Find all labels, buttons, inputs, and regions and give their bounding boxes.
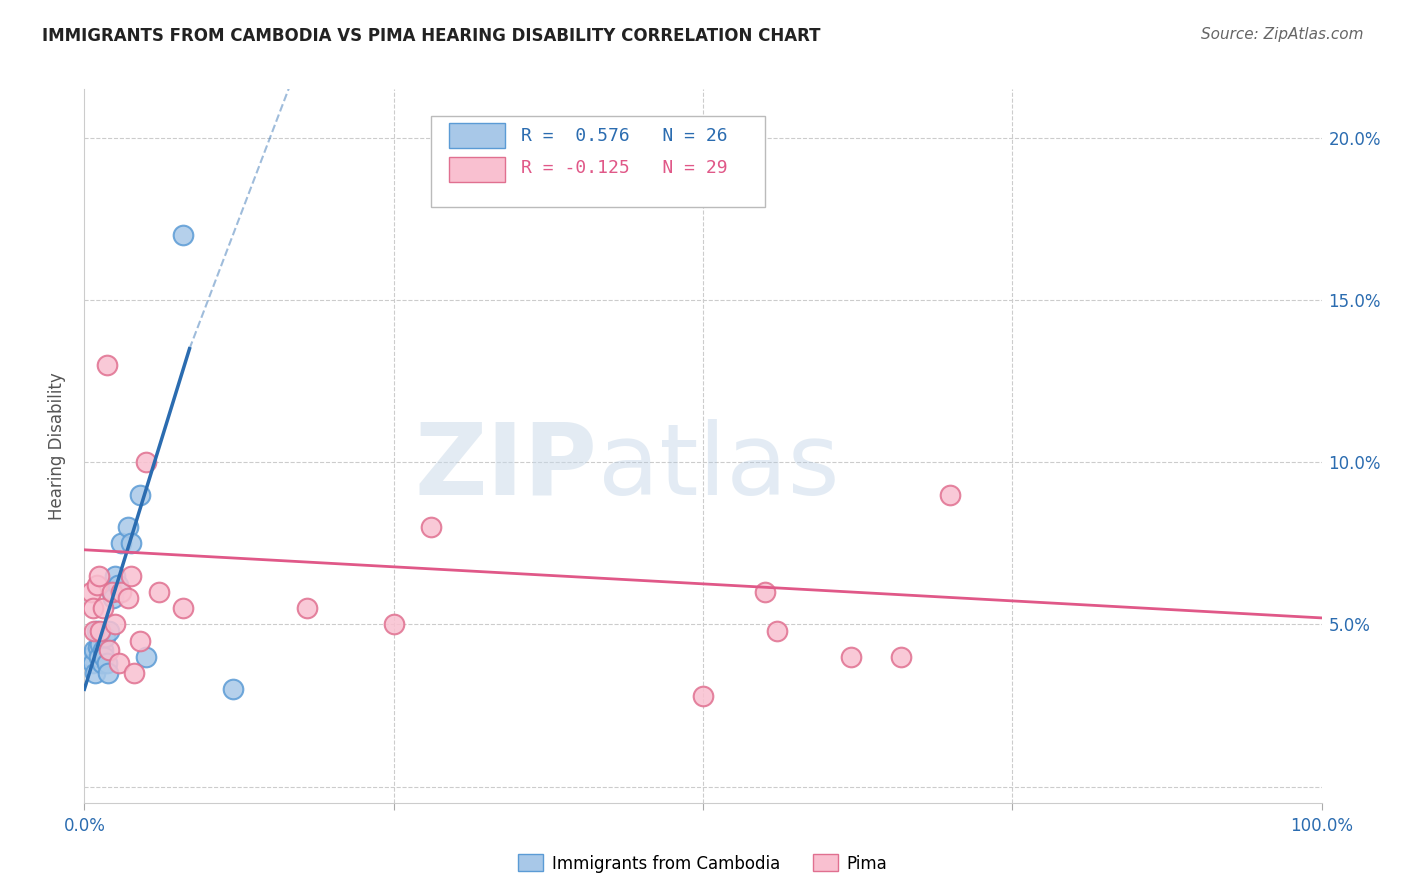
Point bbox=[295, 601, 318, 615]
Point bbox=[172, 601, 194, 615]
Text: IMMIGRANTS FROM CAMBODIA VS PIMA HEARING DISABILITY CORRELATION CHART: IMMIGRANTS FROM CAMBODIA VS PIMA HEARING… bbox=[42, 27, 821, 45]
FancyBboxPatch shape bbox=[430, 116, 765, 207]
Point bbox=[86, 624, 108, 638]
Point bbox=[766, 624, 789, 638]
Point bbox=[84, 666, 107, 681]
Point bbox=[96, 657, 118, 671]
Point bbox=[83, 624, 105, 638]
Point bbox=[89, 568, 111, 582]
Point bbox=[120, 536, 142, 550]
Point bbox=[692, 689, 714, 703]
Point bbox=[93, 649, 115, 664]
Point bbox=[91, 601, 114, 615]
Point bbox=[129, 488, 152, 502]
Point bbox=[222, 682, 245, 697]
Point bbox=[135, 455, 157, 469]
Point bbox=[117, 591, 139, 606]
Point bbox=[129, 633, 152, 648]
Bar bbox=[450, 123, 505, 148]
Y-axis label: Hearing Disability: Hearing Disability bbox=[48, 372, 66, 520]
Point bbox=[100, 585, 122, 599]
Text: Source: ZipAtlas.com: Source: ZipAtlas.com bbox=[1201, 27, 1364, 42]
Point bbox=[107, 578, 129, 592]
Point bbox=[79, 649, 101, 664]
Point bbox=[89, 624, 111, 638]
Point bbox=[135, 649, 157, 664]
Point bbox=[890, 649, 912, 664]
Point bbox=[104, 568, 127, 582]
Point bbox=[98, 624, 121, 638]
Point bbox=[841, 649, 863, 664]
Point bbox=[100, 585, 122, 599]
Point bbox=[82, 601, 104, 615]
Point bbox=[89, 649, 111, 664]
Point bbox=[90, 657, 112, 671]
Point bbox=[754, 585, 776, 599]
Point bbox=[98, 643, 121, 657]
Point bbox=[110, 536, 132, 550]
Point bbox=[86, 578, 108, 592]
Text: R =  0.576   N = 26: R = 0.576 N = 26 bbox=[522, 127, 728, 145]
Point bbox=[83, 643, 105, 657]
Point bbox=[101, 591, 124, 606]
Point bbox=[87, 640, 110, 654]
Point bbox=[172, 228, 194, 243]
Text: ZIP: ZIP bbox=[415, 419, 598, 516]
Point bbox=[117, 520, 139, 534]
Point bbox=[110, 585, 132, 599]
Point bbox=[96, 358, 118, 372]
Point bbox=[94, 631, 117, 645]
Point bbox=[82, 657, 104, 671]
Point bbox=[122, 666, 145, 681]
Point bbox=[108, 657, 131, 671]
Bar bbox=[450, 157, 505, 182]
Point bbox=[939, 488, 962, 502]
Point bbox=[97, 666, 120, 681]
Point bbox=[148, 585, 170, 599]
Point bbox=[104, 617, 127, 632]
Point bbox=[120, 568, 142, 582]
Text: R = -0.125   N = 29: R = -0.125 N = 29 bbox=[522, 160, 728, 178]
Point bbox=[382, 617, 405, 632]
Point bbox=[419, 520, 441, 534]
Text: atlas: atlas bbox=[598, 419, 839, 516]
Point bbox=[89, 637, 111, 651]
Legend: Immigrants from Cambodia, Pima: Immigrants from Cambodia, Pima bbox=[512, 847, 894, 880]
Point bbox=[91, 643, 114, 657]
Point bbox=[79, 585, 101, 599]
